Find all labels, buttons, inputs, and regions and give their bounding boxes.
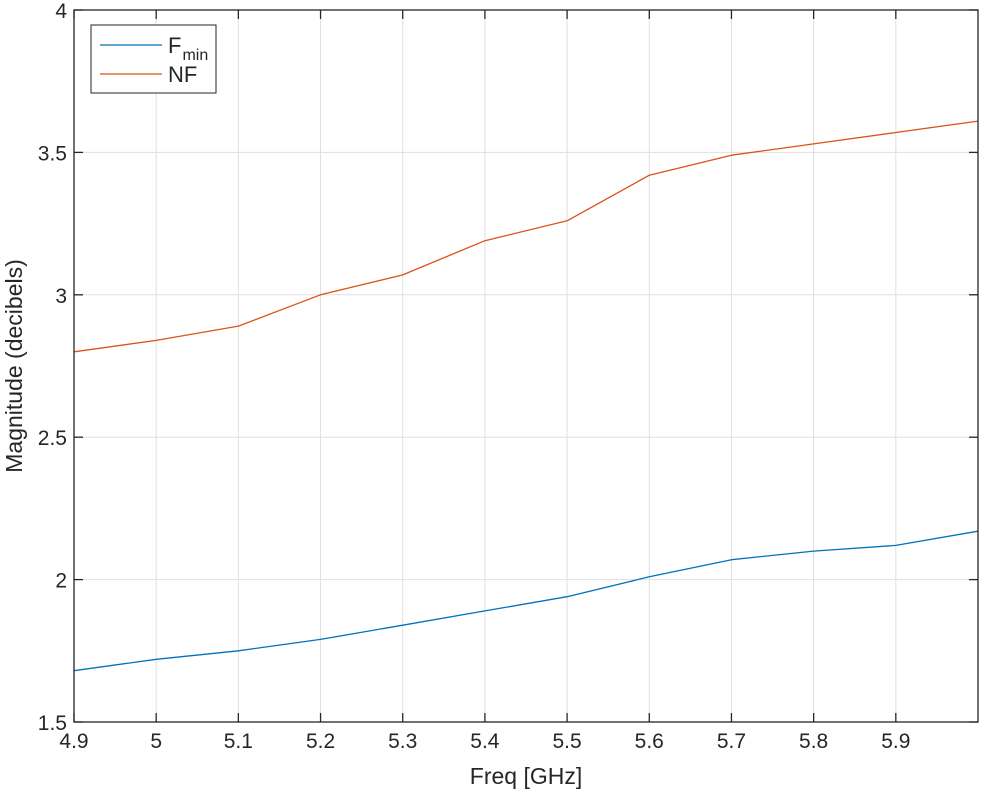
series-line-nf — [73, 120, 979, 353]
y-axis-label: Magnitude (decibels) — [1, 259, 27, 473]
x-axis-label: Freq [GHz] — [470, 763, 582, 789]
y-tick-label: 2.5 — [38, 427, 67, 450]
tick-marks — [73, 9, 978, 723]
x-tick-label: 5.3 — [388, 730, 417, 753]
x-tick-labels: 4.9 5 5.1 5.2 5.3 5.4 5.5 5.6 5.7 5.8 5.9 — [59, 730, 910, 753]
x-tick-label: 5.8 — [799, 730, 828, 753]
y-tick-label: 3.5 — [38, 142, 67, 165]
x-tick-label: 5.7 — [717, 730, 746, 753]
x-tick-label: 5.6 — [635, 730, 664, 753]
legend-label: Fmin — [168, 33, 208, 64]
legend-label: NF — [168, 62, 197, 87]
x-tick-label: 5 — [150, 730, 162, 753]
x-tick-label: 5.1 — [224, 730, 253, 753]
y-tick-labels: 1.5 2 2.5 3 3.5 4 — [38, 0, 68, 735]
y-tick-label: 2 — [55, 570, 67, 593]
y-tick-label: 1.5 — [38, 712, 67, 735]
legend-box — [90, 24, 217, 94]
series-line-f-min — [73, 530, 979, 672]
x-tick-label: 4.9 — [59, 730, 88, 753]
x-tick-label: 5.2 — [306, 730, 335, 753]
y-tick-label: 4 — [55, 0, 67, 23]
x-tick-label: 5.5 — [552, 730, 581, 753]
axes-box — [73, 9, 979, 723]
grid-lines — [73, 9, 978, 723]
x-tick-label: 5.4 — [470, 730, 500, 753]
y-tick-label: 3 — [55, 285, 67, 308]
series-layer — [73, 120, 979, 672]
x-tick-label: 5.9 — [881, 730, 910, 753]
